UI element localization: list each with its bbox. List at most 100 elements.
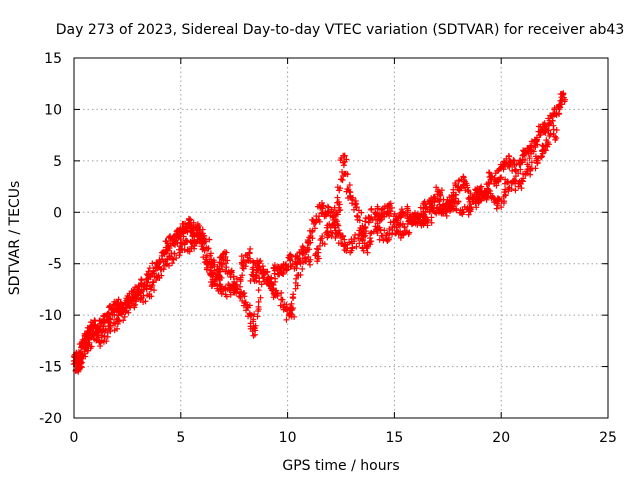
data-point-fill bbox=[192, 240, 199, 247]
data-point-fill bbox=[73, 367, 80, 374]
data-point-fill bbox=[512, 177, 519, 184]
data-point-fill bbox=[539, 150, 546, 157]
data-point-fill bbox=[137, 295, 144, 302]
data-point-fill bbox=[445, 199, 452, 206]
data-point-fill bbox=[270, 264, 277, 271]
data-point-fill bbox=[412, 220, 419, 227]
data-point-fill bbox=[191, 232, 198, 239]
data-point-fill bbox=[80, 341, 87, 348]
chart-title: Day 273 of 2023, Sidereal Day-to-day VTE… bbox=[56, 22, 625, 38]
data-point-fill bbox=[250, 316, 257, 323]
data-point-fill bbox=[142, 298, 149, 305]
data-point-fill bbox=[93, 337, 100, 344]
data-point-fill bbox=[146, 265, 153, 272]
data-point-fill bbox=[478, 183, 485, 190]
data-point-fill bbox=[287, 252, 294, 259]
data-point-fill bbox=[386, 225, 393, 232]
data-point-fill bbox=[466, 207, 473, 214]
data-point-fill bbox=[376, 224, 383, 231]
data-point-fill bbox=[272, 287, 279, 294]
data-point-fill bbox=[225, 268, 232, 275]
data-point-fill bbox=[368, 205, 375, 212]
data-points bbox=[70, 90, 569, 375]
data-point-fill bbox=[446, 194, 453, 201]
data-point-fill bbox=[453, 191, 460, 198]
x-tick-label: 5 bbox=[176, 430, 185, 446]
data-point-fill bbox=[353, 243, 360, 250]
data-point-fill bbox=[534, 136, 541, 143]
data-point-fill bbox=[502, 191, 509, 198]
data-point-fill bbox=[406, 229, 413, 236]
data-point-fill bbox=[340, 243, 347, 250]
data-point-fill bbox=[436, 196, 443, 203]
data-point-fill bbox=[148, 293, 155, 300]
data-point-fill bbox=[107, 323, 114, 330]
data-point-fill bbox=[364, 243, 371, 250]
data-point-fill bbox=[218, 274, 225, 281]
data-point-fill bbox=[431, 198, 438, 205]
data-point-fill bbox=[487, 190, 494, 197]
data-point-fill bbox=[436, 201, 443, 208]
data-point-fill bbox=[110, 320, 117, 327]
data-point-fill bbox=[233, 285, 240, 292]
data-point-fill bbox=[425, 218, 432, 225]
data-point-fill bbox=[274, 290, 281, 297]
data-point-fill bbox=[187, 216, 194, 223]
data-point-fill bbox=[359, 244, 366, 251]
data-point-fill bbox=[561, 98, 568, 105]
data-point-fill bbox=[524, 161, 531, 168]
data-point-fill bbox=[505, 188, 512, 195]
data-point-fill bbox=[412, 209, 419, 216]
data-point-fill bbox=[306, 261, 313, 268]
data-point-fill bbox=[550, 130, 557, 137]
data-point-fill bbox=[443, 212, 450, 219]
data-point-fill bbox=[221, 285, 228, 292]
data-point-fill bbox=[542, 129, 549, 136]
data-point-fill bbox=[532, 165, 539, 172]
data-point-fill bbox=[238, 253, 245, 260]
data-point-fill bbox=[349, 194, 356, 201]
data-point-fill bbox=[385, 236, 392, 243]
data-point-fill bbox=[291, 265, 298, 272]
data-point-fill bbox=[366, 215, 373, 222]
data-point-fill bbox=[319, 202, 326, 209]
data-point-fill bbox=[88, 343, 95, 350]
data-point-fill bbox=[283, 261, 290, 268]
data-point-fill bbox=[486, 170, 493, 177]
data-point-fill bbox=[518, 185, 525, 192]
data-point-fill bbox=[367, 235, 374, 242]
data-point-fill bbox=[336, 187, 343, 194]
data-point-fill bbox=[438, 187, 445, 194]
data-point-fill bbox=[505, 178, 512, 185]
data-point-fill bbox=[191, 224, 198, 231]
data-point-fill bbox=[151, 287, 158, 294]
data-point-fill bbox=[295, 271, 302, 278]
data-point-fill bbox=[337, 206, 344, 213]
data-point-fill bbox=[340, 162, 347, 169]
data-point-fill bbox=[535, 154, 542, 161]
data-point-fill bbox=[214, 263, 221, 270]
data-point-fill bbox=[186, 248, 193, 255]
data-point-fill bbox=[363, 243, 370, 250]
data-point-fill bbox=[144, 279, 151, 286]
data-point-fill bbox=[172, 241, 179, 248]
data-point-fill bbox=[495, 178, 502, 185]
data-point-fill bbox=[537, 131, 544, 138]
data-point-fill bbox=[114, 325, 121, 332]
data-point-fill bbox=[486, 187, 493, 194]
x-axis-label: GPS time / hours bbox=[282, 458, 399, 474]
data-point-fill bbox=[106, 303, 113, 310]
data-point-fill bbox=[427, 208, 434, 215]
data-point-fill bbox=[528, 159, 535, 166]
data-point-fill bbox=[178, 245, 185, 252]
data-point-fill bbox=[264, 277, 271, 284]
data-point-fill bbox=[293, 275, 300, 282]
data-point-fill bbox=[313, 245, 320, 252]
data-point-fill bbox=[299, 265, 306, 272]
data-point-fill bbox=[288, 263, 295, 270]
data-point-fill bbox=[244, 301, 251, 308]
x-tick-label: 10 bbox=[279, 430, 297, 446]
data-point-fill bbox=[384, 202, 391, 209]
data-point-fill bbox=[196, 226, 203, 233]
